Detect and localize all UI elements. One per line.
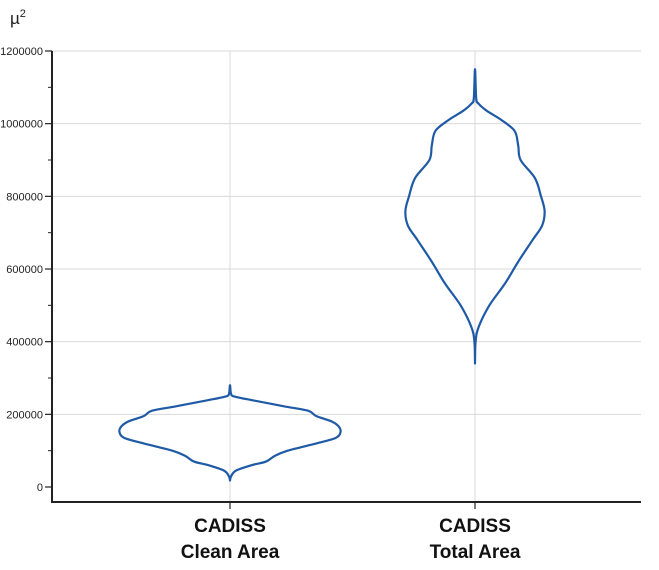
x-category-labels: CADISS Clean Area CADISS Total Area — [181, 516, 521, 563]
violin-shape — [404, 68, 546, 365]
violin-shape — [118, 384, 342, 482]
y-tick-label: 200000 — [6, 409, 43, 421]
y-tick-label: 400000 — [6, 337, 43, 349]
violins — [118, 68, 546, 482]
y-tick-label: 800000 — [6, 191, 43, 203]
y-unit-exponent: 2 — [20, 8, 26, 20]
x-category-label-line1: CADISS — [194, 516, 266, 537]
y-tick-label: 1200000 — [0, 46, 43, 58]
y-unit-base: µ — [10, 9, 20, 28]
y-tick-label: 600000 — [6, 264, 43, 276]
x-category-label-line2: Clean Area — [181, 542, 280, 563]
x-category-label-line1: CADISS — [439, 516, 511, 537]
y-unit-label: µ2 — [10, 8, 26, 28]
y-tick-label: 0 — [37, 482, 43, 494]
y-ticks: 0 200000 400000 600000 800000 1000000 1200000 — [0, 46, 476, 509]
x-category-label-line2: Total Area — [430, 542, 521, 563]
y-tick-label: 1000000 — [0, 119, 43, 131]
axes — [51, 51, 641, 503]
grid-lines — [52, 50, 641, 502]
